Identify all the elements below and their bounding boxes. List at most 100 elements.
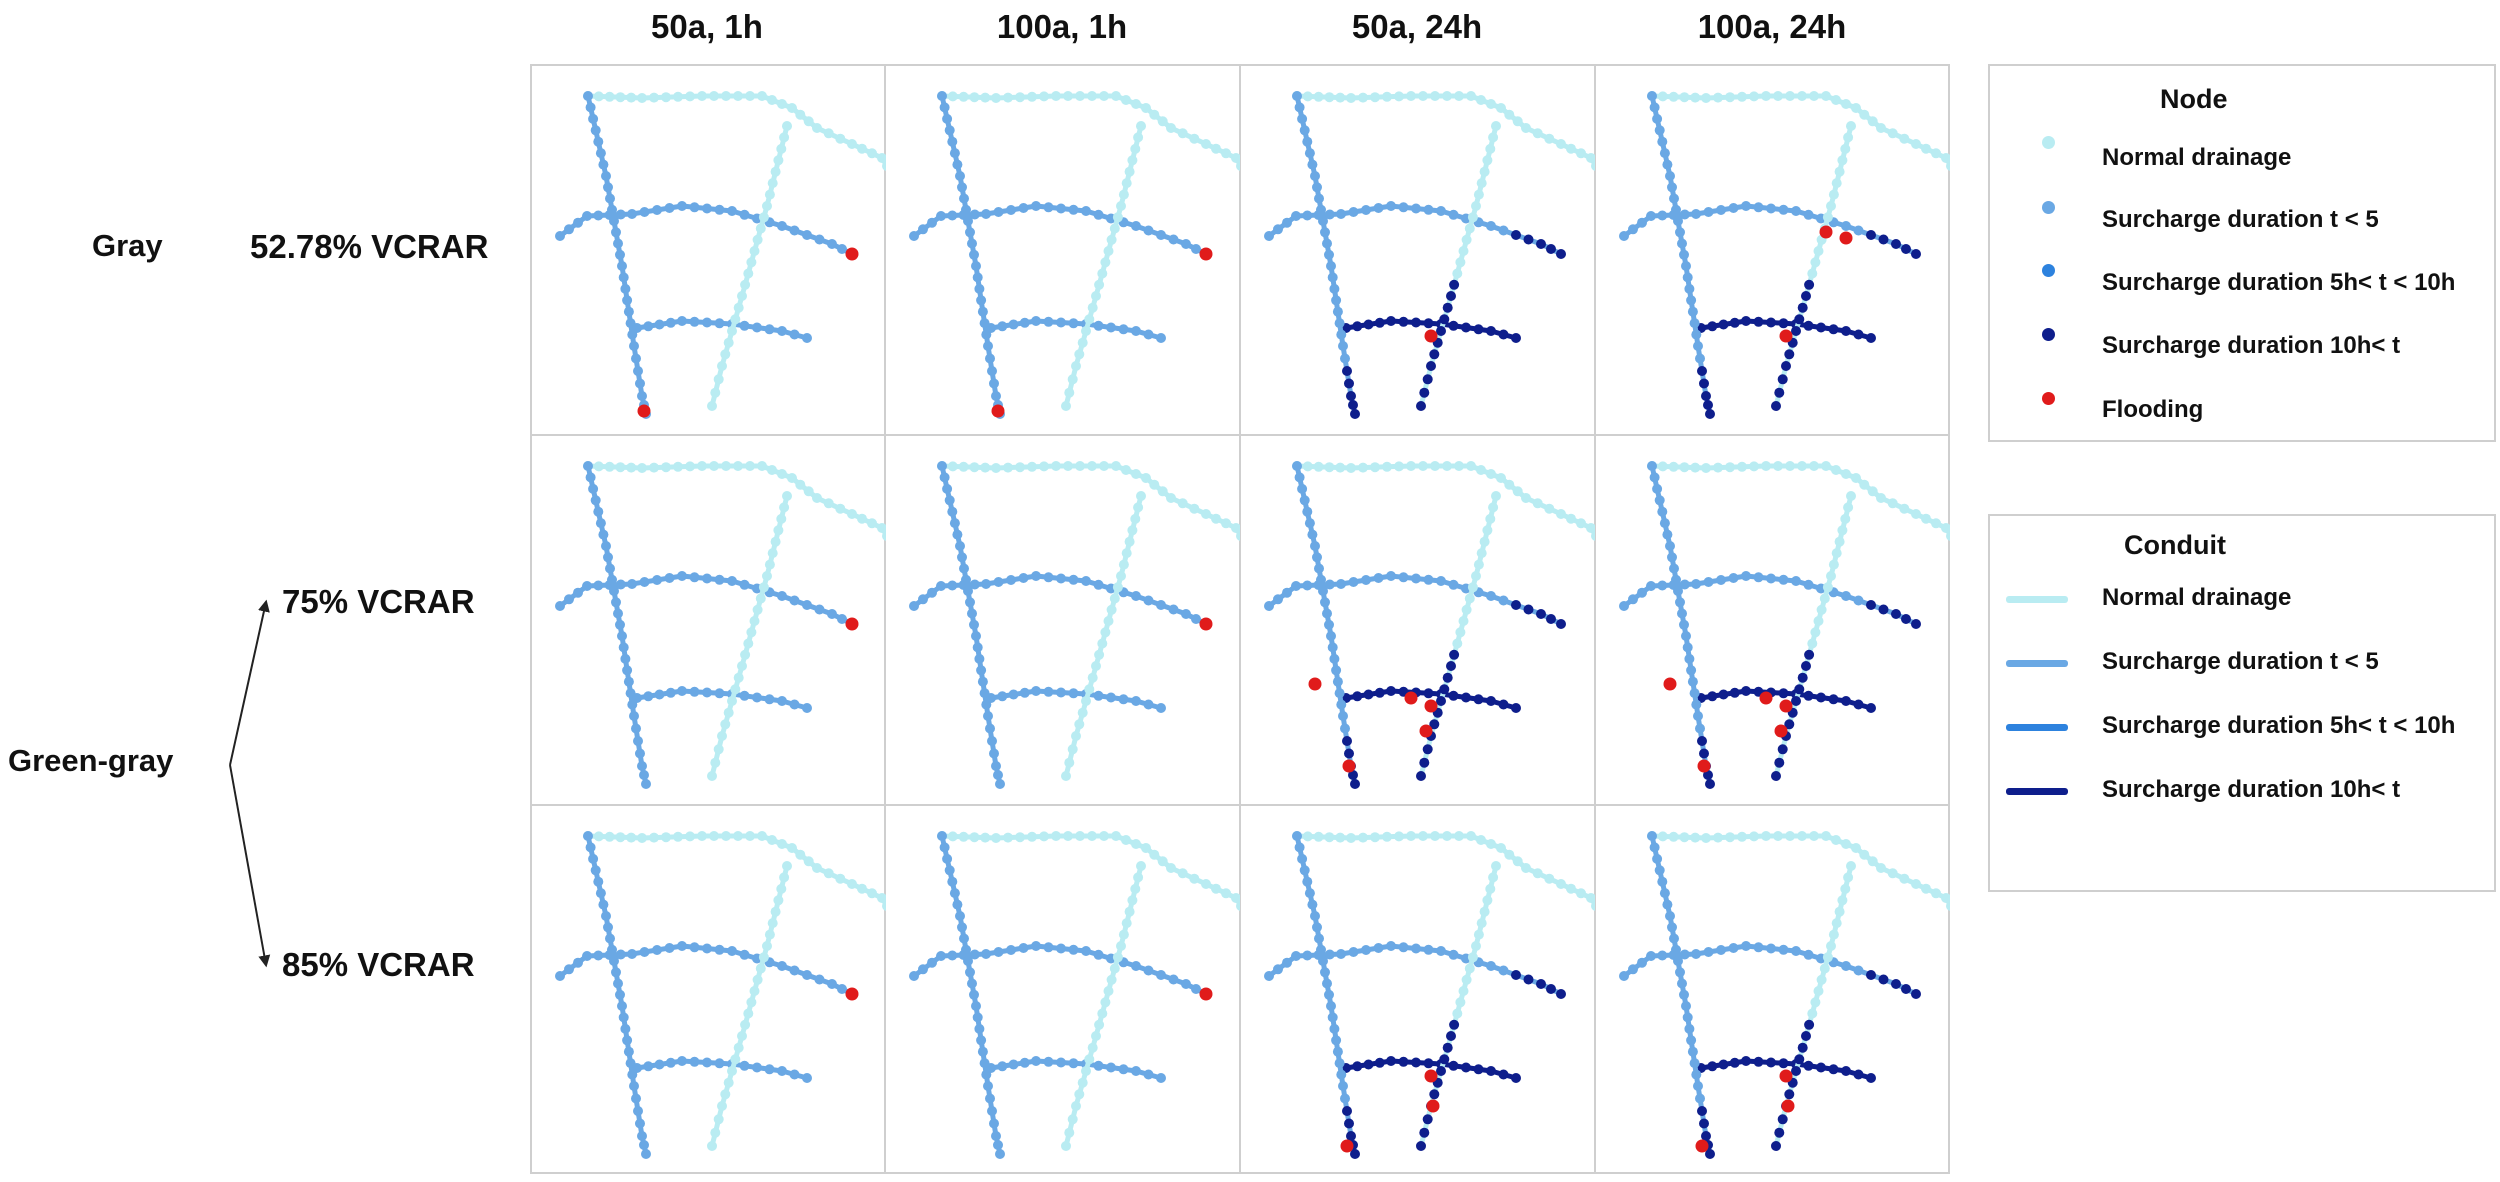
node xyxy=(1299,865,1310,876)
node xyxy=(1448,579,1459,590)
node xyxy=(981,1069,992,1080)
node xyxy=(947,831,958,842)
node xyxy=(927,957,937,968)
node xyxy=(969,989,979,1000)
node xyxy=(1647,831,1657,841)
node xyxy=(909,971,919,981)
flooding-node xyxy=(1779,329,1793,343)
node xyxy=(1766,943,1776,954)
node xyxy=(607,574,617,585)
legend-conduit-line-lt5 xyxy=(2006,660,2068,667)
node xyxy=(1703,207,1714,217)
node xyxy=(1361,945,1371,955)
node xyxy=(702,573,712,584)
node xyxy=(755,963,766,974)
node xyxy=(1652,483,1663,494)
node xyxy=(713,1114,724,1125)
node xyxy=(1797,831,1807,841)
node xyxy=(1803,949,1814,960)
node xyxy=(1302,580,1313,591)
node xyxy=(1442,672,1453,683)
node xyxy=(1299,125,1310,136)
node xyxy=(942,113,953,124)
node xyxy=(1684,1023,1695,1034)
node xyxy=(1654,125,1665,136)
node xyxy=(1671,204,1681,215)
node xyxy=(755,223,766,234)
node xyxy=(1111,831,1121,841)
node xyxy=(1521,863,1531,873)
node xyxy=(1097,638,1108,649)
node xyxy=(1130,513,1141,524)
branch-arrows xyxy=(229,599,271,968)
node xyxy=(814,234,825,245)
node xyxy=(1679,462,1690,473)
node xyxy=(1794,684,1805,695)
node xyxy=(1486,839,1496,849)
node xyxy=(740,649,751,660)
node xyxy=(762,941,772,951)
grid-divider xyxy=(1594,64,1596,1174)
node xyxy=(1116,941,1126,951)
node xyxy=(555,601,565,611)
node xyxy=(1051,91,1061,101)
node xyxy=(776,513,787,524)
node xyxy=(1511,970,1521,980)
node xyxy=(812,863,822,873)
node xyxy=(1901,984,1911,994)
node xyxy=(664,203,675,213)
node xyxy=(752,1062,762,1073)
node xyxy=(1189,873,1200,884)
node xyxy=(979,1058,990,1069)
node xyxy=(1576,518,1586,529)
node xyxy=(1156,230,1166,240)
node xyxy=(1181,609,1191,619)
node xyxy=(1181,239,1191,249)
node xyxy=(1324,989,1334,1000)
node xyxy=(802,600,812,610)
node xyxy=(1131,469,1141,479)
node xyxy=(814,604,825,615)
node xyxy=(1657,461,1668,472)
node xyxy=(609,216,619,226)
node xyxy=(1346,93,1356,103)
node xyxy=(1813,986,1824,996)
node xyxy=(1350,779,1360,789)
node xyxy=(1911,989,1921,999)
node xyxy=(1201,139,1211,149)
node xyxy=(623,306,634,317)
node xyxy=(776,143,787,154)
node xyxy=(1015,92,1025,103)
node xyxy=(643,691,654,702)
node xyxy=(764,1064,775,1075)
node xyxy=(1496,103,1506,113)
node xyxy=(979,318,990,329)
conduit-top xyxy=(939,833,1240,909)
node xyxy=(1103,986,1114,996)
node xyxy=(1118,1064,1129,1075)
node xyxy=(1031,686,1041,696)
node xyxy=(1813,616,1824,626)
node xyxy=(709,461,719,471)
node xyxy=(1686,665,1697,676)
node xyxy=(777,469,787,479)
flooding-node xyxy=(1404,691,1418,705)
node xyxy=(1647,91,1657,101)
node xyxy=(1866,230,1876,240)
node xyxy=(1455,627,1466,638)
node xyxy=(1143,1069,1154,1080)
node xyxy=(909,231,919,241)
node xyxy=(1728,203,1739,213)
node xyxy=(752,322,762,333)
node xyxy=(758,952,769,963)
node xyxy=(1737,461,1747,472)
node xyxy=(1416,1141,1426,1151)
node xyxy=(1087,91,1097,101)
node xyxy=(1810,997,1821,1008)
node xyxy=(677,1056,687,1066)
node xyxy=(1701,463,1711,473)
node xyxy=(1335,462,1346,473)
node xyxy=(1322,238,1332,249)
node xyxy=(1659,888,1670,899)
node xyxy=(1112,212,1123,223)
